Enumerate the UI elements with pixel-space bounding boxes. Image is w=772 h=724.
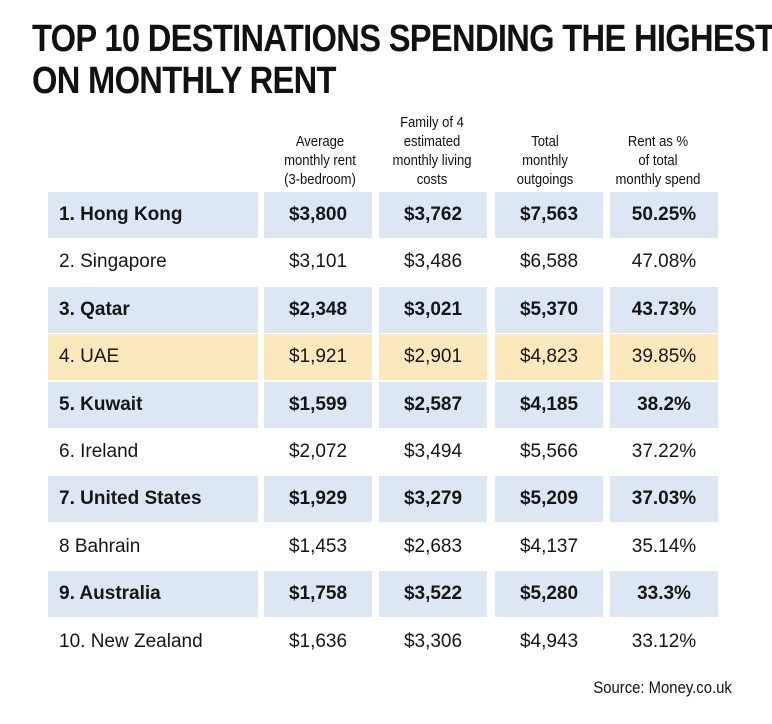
cell-living-costs: $3,021 [379,286,487,333]
cell-total-outgoings: $4,137 [519,535,579,557]
source-note: Source: Money.co.uk [593,679,732,697]
cell-living-costs: $3,279 [379,476,487,523]
header-line: costs [416,172,448,188]
header-line: monthly [522,153,568,169]
cell-total-outgoings: $5,370 [495,286,603,333]
cell-living-costs: $3,522 [379,571,487,618]
table-row: 7. United States $1,929 $3,279 $5,209 37.03% [48,476,738,523]
cell-total-outgoings: $7,563 [495,192,603,238]
header-living-costs: Family of 4 estimated monthly living cos… [374,114,489,190]
header-line: Total [531,134,559,150]
cell-total-outgoings: $5,209 [495,476,603,523]
cell-living-costs: $3,306 [403,630,463,652]
cell-avg-rent: $1,758 [264,571,372,618]
cell-rent-percent: 47.08% [631,251,697,273]
cell-rent-percent: 35.14% [631,535,697,557]
title-line-1: TOP 10 DESTINATIONS SPENDING THE HIGHEST [32,18,772,60]
row-destination: 5. Kuwait [48,381,258,428]
cell-avg-rent: $2,072 [288,441,348,462]
title-line-2: ON MONTHLY RENT [32,60,336,102]
table-row: 5. Kuwait $1,599 $2,587 $4,185 38.2% [48,381,738,428]
header-line: Family of 4 [400,115,464,131]
cell-total-outgoings: $4,185 [495,381,603,428]
column-headers: Average monthly rent (3-bedroom) Family … [0,100,772,192]
table-row: 1. Hong Kong $3,800 $3,762 $7,563 50.25% [48,192,738,238]
cell-living-costs: $2,587 [379,381,487,428]
row-destination: 8 Bahrain [59,535,141,557]
header-line: outgoings [516,172,574,188]
header-line: monthly spend [615,172,701,188]
cell-avg-rent: $1,921 [264,334,372,381]
cell-avg-rent: $2,348 [264,286,372,333]
header-line: (3-bedroom) [284,172,356,188]
row-destination: 6. Ireland [59,441,139,462]
cell-rent-percent: 43.73% [610,286,718,333]
row-destination: 7. United States [48,476,258,523]
cell-living-costs: $3,486 [403,251,463,273]
cell-avg-rent: $1,599 [264,381,372,428]
header-line: estimated [403,134,461,150]
cell-rent-percent: 38.2% [610,381,718,428]
table-row: 8 Bahrain $1,453 $2,683 $4,137 35.14% [48,524,738,570]
cell-total-outgoings: $4,823 [495,334,603,381]
cell-rent-percent: 33.12% [631,630,697,652]
table-row: 3. Qatar $2,348 $3,021 $5,370 43.73% [48,286,738,333]
cell-living-costs: $2,683 [403,535,463,557]
header-rent-percent: Rent as % of total monthly spend [602,133,714,190]
cell-total-outgoings: $5,566 [519,441,579,462]
cell-rent-percent: 37.22% [631,441,697,462]
cell-living-costs: $3,494 [403,441,463,462]
table-row: 9. Australia $1,758 $3,522 $5,280 33.3% [48,571,738,618]
chart-title: TOP 10 DESTINATIONS SPENDING THE HIGHEST… [32,18,772,102]
cell-avg-rent: $3,800 [264,192,372,238]
cell-living-costs: $2,901 [379,334,487,381]
cell-total-outgoings: $6,588 [519,251,579,273]
row-destination: 2. Singapore [59,251,167,273]
cell-rent-percent: 50.25% [610,192,718,238]
row-destination: 4. UAE [48,334,258,381]
cell-total-outgoings: $4,943 [519,630,579,652]
cell-living-costs: $3,762 [379,192,487,238]
cell-avg-rent: $1,929 [264,476,372,523]
header-line: Average [295,134,345,150]
cell-avg-rent: $1,636 [288,630,348,652]
cell-rent-percent: 33.3% [610,571,718,618]
table-row: 6. Ireland $2,072 $3,494 $5,566 37.22% [48,429,738,475]
header-line: monthly rent [284,153,356,169]
header-line: of total [638,153,678,169]
table-row: 10. New Zealand $1,636 $3,306 $4,943 33.12% [48,619,738,665]
cell-avg-rent: $1,453 [288,535,348,557]
row-destination: 10. New Zealand [59,630,203,652]
cell-avg-rent: $3,101 [288,251,348,273]
table-row: 4. UAE $1,921 $2,901 $4,823 39.85% [48,334,738,381]
header-average-rent: Average monthly rent (3-bedroom) [264,133,376,190]
header-total-outgoings: Total monthly outgoings [492,133,598,190]
cell-rent-percent: 37.03% [610,476,718,523]
table-row: 2. Singapore $3,101 $3,486 $6,588 47.08% [48,239,738,285]
row-destination: 3. Qatar [48,286,258,333]
header-line: Rent as % [627,134,689,150]
cell-rent-percent: 39.85% [610,334,718,381]
header-line: monthly living [392,153,472,169]
row-destination: 9. Australia [48,571,258,618]
row-destination: 1. Hong Kong [48,192,258,238]
cell-total-outgoings: $5,280 [495,571,603,618]
